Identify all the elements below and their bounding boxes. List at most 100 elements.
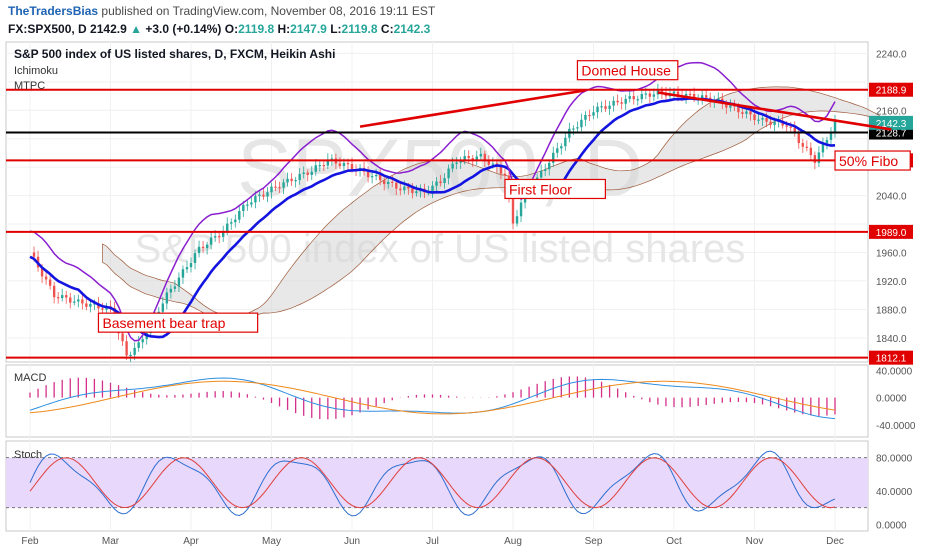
candle-body <box>431 185 434 193</box>
indicator-mtpc-label: MTPC <box>14 80 45 92</box>
candle-body <box>262 194 265 197</box>
candle-body <box>556 148 559 153</box>
candle-body <box>809 147 813 156</box>
candle-body <box>447 168 450 179</box>
x-tick-label: Jul <box>426 536 439 547</box>
candle-body <box>306 172 309 175</box>
candle-body <box>519 202 523 217</box>
publisher-link[interactable]: TheTradersBias <box>8 4 99 18</box>
candle-body <box>652 94 656 97</box>
candle-body <box>511 196 515 224</box>
symbol-line: FX:SPX500, D 2142.9 ▲ +3.0 (+0.14%) O:21… <box>8 22 430 36</box>
candle-body <box>435 181 438 186</box>
level-price-label: 1812.1 <box>876 354 907 365</box>
candle-body <box>451 163 454 169</box>
candle-body <box>290 178 293 182</box>
candle-body <box>173 286 177 289</box>
macd-pane[interactable] <box>5 364 869 438</box>
candle-body <box>177 277 181 287</box>
candle-body <box>242 205 245 211</box>
candle-body <box>32 252 36 257</box>
stoch-y-tick-label: 40.0000 <box>876 487 913 498</box>
published-text: published on TradingView.com, November 0… <box>101 4 436 18</box>
candle-body <box>705 95 708 98</box>
up-arrow-icon: ▲ <box>130 22 142 36</box>
main-pane[interactable] <box>5 41 869 363</box>
candle-body <box>85 303 88 307</box>
candle-body <box>125 341 128 356</box>
candle-body <box>620 102 623 104</box>
candle-body <box>515 216 519 224</box>
x-tick-label: Mar <box>102 536 120 547</box>
y-tick-label: 1920.0 <box>876 277 907 288</box>
candle-body <box>294 180 297 182</box>
indicator-ichimoku-label: Ichimoku <box>14 65 58 77</box>
last-price: 2142.9 <box>90 22 127 36</box>
candle-body <box>624 98 627 104</box>
candle-body <box>789 126 792 128</box>
candle-body <box>592 112 595 116</box>
candle-body <box>805 146 809 148</box>
candle-body <box>648 93 652 97</box>
candle-body <box>644 93 648 95</box>
candle-body <box>604 106 607 109</box>
candle-body <box>765 118 768 122</box>
high-value: 2147.9 <box>290 22 327 36</box>
candle-body <box>672 91 676 94</box>
candle-body <box>222 231 225 237</box>
candle-body <box>483 153 487 161</box>
candle-body <box>737 106 740 113</box>
main-chart-title: S&P 500 index of US listed shares, D, FX… <box>14 47 335 61</box>
candle-body <box>234 219 237 223</box>
candle-body <box>471 158 474 161</box>
level-price-label: 2128.7 <box>876 129 907 140</box>
candle-body <box>487 160 491 165</box>
annotation-box <box>576 60 679 81</box>
candle-body <box>282 182 285 188</box>
open-value: 2119.8 <box>238 22 275 36</box>
candle-body <box>548 162 551 170</box>
candle-body <box>201 246 205 249</box>
candle-body <box>580 119 583 128</box>
candle-body <box>226 223 229 232</box>
candle-body <box>801 143 804 147</box>
candle-body <box>270 186 273 193</box>
annotation-box <box>504 178 606 200</box>
candle-body <box>61 295 64 299</box>
candle-body <box>391 181 394 183</box>
candle-body <box>161 303 165 312</box>
annotation-label: Domed House <box>581 63 671 79</box>
candle-body <box>741 112 744 114</box>
candle-body <box>322 165 326 167</box>
candle-body <box>475 156 478 161</box>
candle-body <box>688 93 692 96</box>
x-tick-label: Jun <box>344 536 360 547</box>
candle-body <box>725 103 728 108</box>
candle-body <box>374 174 378 177</box>
open-label: O: <box>224 22 239 36</box>
candle-body <box>757 119 760 121</box>
candle-body <box>137 342 140 348</box>
candle-body <box>310 171 313 175</box>
candle-body <box>338 163 342 167</box>
candle-body <box>467 156 470 159</box>
annotation-box <box>834 150 911 171</box>
candle-body <box>700 95 704 99</box>
change-value: +3.0 (+0.14%) <box>145 22 222 36</box>
candle-body <box>209 237 213 245</box>
candle-body <box>193 253 197 264</box>
candle-body <box>213 236 217 238</box>
stoch-y-tick-label: 0.0000 <box>876 520 907 531</box>
candle-body <box>185 267 189 270</box>
annotations: Domed House First Floor 50% Fibo Basement b… <box>97 60 911 333</box>
low-value: 2119.8 <box>341 22 378 36</box>
y-tick-label: 2040.0 <box>876 192 907 203</box>
macd-layer <box>29 376 836 420</box>
candle-body <box>330 158 334 160</box>
candle-body <box>403 186 406 191</box>
candle-body <box>165 292 169 304</box>
symbol-label[interactable]: FX:SPX500, D <box>8 22 87 36</box>
annotation-box <box>97 312 259 333</box>
candle-body <box>278 187 281 189</box>
domed-house-right-trendline <box>657 91 892 131</box>
